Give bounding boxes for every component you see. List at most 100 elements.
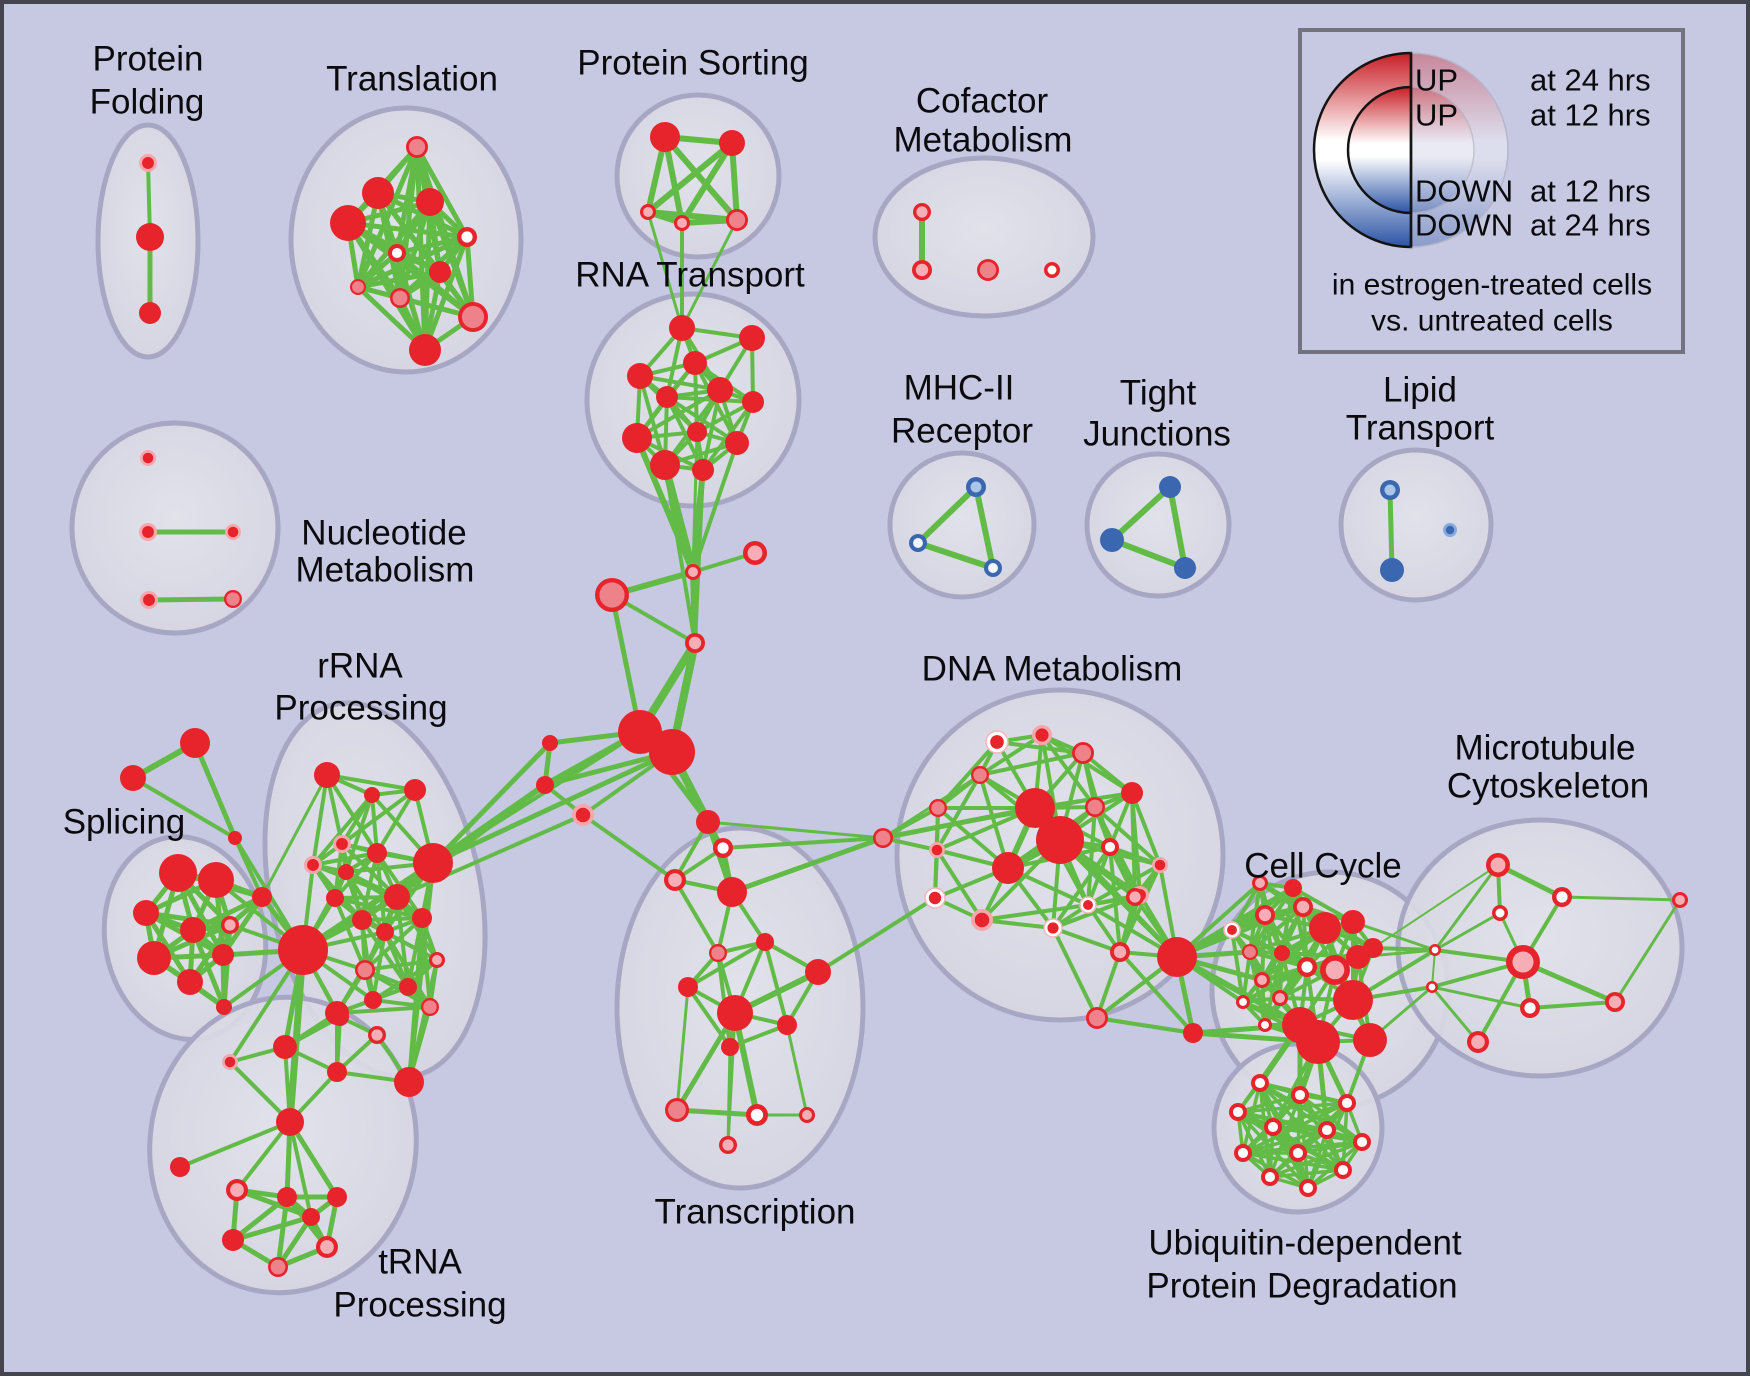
node-core [1258, 908, 1272, 922]
edge [1086, 863, 1162, 907]
node-core [1471, 1035, 1485, 1049]
edge [430, 749, 675, 866]
node-core [1301, 961, 1313, 973]
edge [360, 916, 424, 922]
node-core [1083, 900, 1093, 910]
edge [701, 388, 722, 472]
cluster-label: Cell Cycle [1244, 847, 1402, 886]
node [364, 787, 380, 803]
cluster-label: Folding [90, 83, 205, 122]
node-core [1275, 993, 1285, 1003]
node [276, 1108, 304, 1136]
edge [679, 140, 735, 226]
edge [1174, 954, 1303, 1028]
edge [375, 788, 417, 855]
edge [691, 430, 699, 574]
node-core [1608, 995, 1622, 1009]
node [120, 765, 146, 791]
edge [1528, 1000, 1617, 1010]
node-core [875, 830, 891, 846]
legend-inner-circle-right-icon [1410, 86, 1475, 214]
node-core [722, 1139, 734, 1151]
edge [178, 1120, 292, 1169]
edge [1271, 1125, 1364, 1144]
edge [1387, 487, 1395, 573]
node [180, 917, 206, 943]
node [137, 941, 171, 975]
node [409, 334, 441, 366]
node [669, 315, 695, 341]
node-core [1267, 1121, 1279, 1133]
node-core [1047, 922, 1059, 934]
node-core [1154, 859, 1166, 871]
node [1036, 816, 1084, 864]
cluster-label: Junctions [1083, 415, 1231, 454]
node-core [688, 567, 698, 577]
edge [1241, 1151, 1345, 1172]
cluster-label: Nucleotide [301, 514, 466, 553]
node-core [142, 452, 154, 464]
edge [131, 776, 237, 840]
node-core [928, 891, 942, 905]
node [412, 908, 432, 928]
node [331, 1008, 349, 1026]
node [1309, 912, 1341, 944]
edge [645, 140, 735, 215]
edge [816, 896, 937, 974]
edge [673, 878, 720, 955]
edge [192, 740, 238, 841]
node [1159, 476, 1181, 498]
edge [1306, 1140, 1364, 1190]
legend-box [1298, 28, 1685, 354]
edge [665, 395, 755, 404]
edge [383, 930, 439, 962]
node [692, 459, 714, 481]
node [228, 831, 242, 845]
cluster-label: Microtubule [1455, 729, 1636, 768]
edge [235, 1120, 292, 1192]
edge [1230, 928, 1282, 1000]
node-core [1495, 908, 1505, 918]
edge [1095, 1016, 1195, 1035]
node [212, 944, 234, 966]
edge [686, 940, 767, 989]
node [1341, 910, 1365, 934]
node-core [1524, 1002, 1536, 1014]
edge [1093, 805, 1162, 867]
node [352, 910, 372, 930]
node-core [1232, 1106, 1244, 1118]
node [622, 423, 652, 453]
node [416, 188, 444, 216]
edge [980, 903, 1090, 922]
node [1121, 782, 1143, 804]
node [399, 978, 417, 996]
legend-dir-down24: DOWN [1415, 208, 1513, 243]
node-core [432, 955, 442, 965]
node [650, 450, 680, 480]
edge [935, 848, 984, 922]
node-core [747, 545, 763, 561]
node-core [1294, 1089, 1306, 1101]
cluster-lipid-transport [1338, 447, 1494, 603]
node-core [1341, 1097, 1353, 1109]
edge [729, 835, 886, 895]
legend-dir-up12: UP [1415, 98, 1458, 133]
edge [1430, 985, 1480, 1044]
edge [1372, 864, 1499, 949]
edge [431, 730, 642, 865]
node [1284, 879, 1302, 897]
edge [275, 1194, 290, 1270]
node-core [1113, 945, 1127, 959]
node-core [224, 919, 236, 931]
edge [609, 592, 643, 735]
node-core [227, 526, 239, 538]
node-core [916, 206, 928, 218]
node [216, 999, 232, 1015]
edge [340, 788, 417, 846]
cluster-label: Metabolism [296, 551, 475, 590]
edge [1051, 926, 1099, 1020]
edge [406, 860, 436, 1085]
node [687, 422, 707, 442]
edge [1167, 484, 1188, 571]
edge [1108, 845, 1122, 954]
